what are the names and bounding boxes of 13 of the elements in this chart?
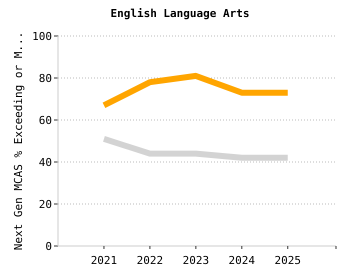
x-tick-label: 2024 (228, 254, 256, 267)
x-tick-label: 2021 (90, 254, 118, 267)
y-axis-title: Next Gen MCAS % Exceeding or M... (12, 32, 25, 250)
y-tick-label: 60 (38, 114, 52, 127)
y-tick-label: 40 (38, 156, 52, 169)
y-tick-label: 20 (38, 198, 52, 211)
chart-title: English Language Arts (110, 7, 250, 20)
x-tick-label: 2025 (274, 254, 301, 267)
x-tick-label: 2023 (182, 254, 210, 267)
y-tick-label: 80 (38, 72, 52, 85)
y-tick-label: 0 (45, 240, 52, 253)
x-tick-label: 2022 (136, 254, 164, 267)
y-tick-label: 100 (32, 30, 52, 43)
